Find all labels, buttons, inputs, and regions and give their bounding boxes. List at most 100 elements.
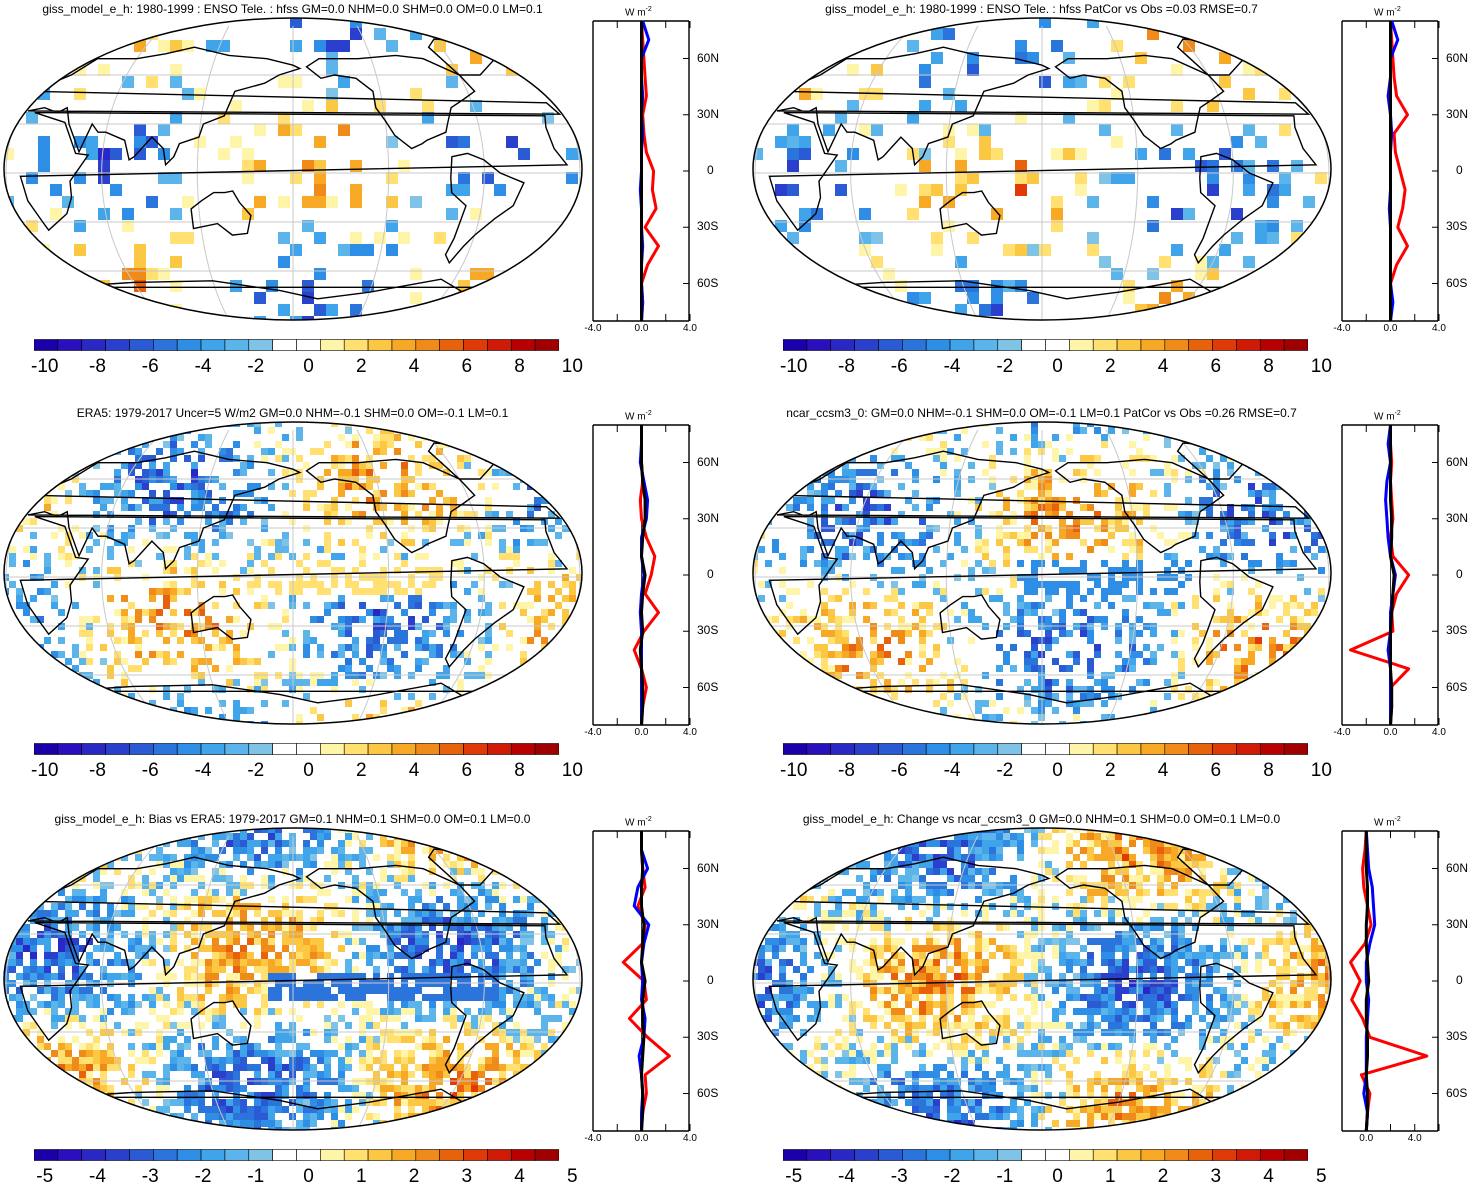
colorbar-label: -2	[996, 356, 1013, 378]
latitude-label: 60S	[1446, 1086, 1467, 1100]
colorbar-label: 8	[1263, 760, 1274, 782]
x-tick-label: 4.0	[683, 727, 697, 738]
x-tick-label: 4.0	[683, 1133, 697, 1144]
colorbar-box	[831, 340, 855, 351]
colorbar-box	[153, 340, 177, 351]
panel-title: ERA5: 1979-2017 Uncer=5 W/m2 GM=0.0 NHM=…	[0, 406, 585, 420]
colorbar-label: 0	[1052, 1166, 1063, 1188]
colorbar-label: -4	[944, 356, 961, 378]
panel-title: giss_model_e_h: 1980-1999 : ENSO Tele. :…	[749, 2, 1334, 16]
colorbar-box	[1046, 340, 1070, 351]
units-label: W m-2	[1374, 816, 1401, 828]
colorbar-box	[201, 744, 225, 755]
colorbar-label: -6	[891, 356, 908, 378]
latitude-label: 60N	[697, 861, 719, 875]
colorbar-label: 1	[1105, 1166, 1116, 1188]
colorbar-label: -4	[89, 1166, 106, 1188]
colorbar-box	[998, 340, 1022, 351]
colorbar-box	[1069, 1150, 1093, 1161]
colorbar-label: -4	[195, 356, 212, 378]
x-tick-label: 0.0	[635, 727, 649, 738]
latitude-label: 0	[1456, 973, 1463, 987]
colorbar-box	[225, 744, 249, 755]
latitude-label: 60N	[1446, 861, 1468, 875]
colorbar-box	[487, 1150, 511, 1161]
colorbar-box	[783, 744, 807, 755]
colorbar-box	[926, 744, 950, 755]
colorbar-box	[177, 340, 201, 351]
colorbar-box	[416, 744, 440, 755]
latitude-label: 30N	[697, 107, 719, 121]
colorbar-label: 8	[514, 760, 525, 782]
colorbar-label: -10	[31, 760, 58, 782]
global-map	[2, 826, 584, 1132]
colorbar-box	[368, 744, 392, 755]
colorbar-box	[511, 340, 535, 351]
colorbar-box	[511, 1150, 535, 1161]
colorbar-label: 5	[1316, 1166, 1327, 1188]
colorbar-box	[58, 340, 82, 351]
colorbar-label: 0	[1052, 356, 1063, 378]
colorbar-label: -10	[31, 356, 58, 378]
colorbar-label: -1	[996, 1166, 1013, 1188]
zonal-line-red	[1351, 425, 1409, 725]
colorbar-label: 2	[1158, 1166, 1169, 1188]
latitude-label: 30S	[697, 219, 718, 233]
colorbar-box	[926, 1150, 950, 1161]
colorbar-box	[34, 1150, 58, 1161]
colorbar-box	[535, 1150, 559, 1161]
colorbar-box	[998, 744, 1022, 755]
colorbar	[783, 743, 1308, 755]
units-label: W m-2	[1374, 6, 1401, 18]
colorbar-box	[392, 744, 416, 755]
colorbar-box	[878, 1150, 902, 1161]
colorbar-label: -6	[142, 760, 159, 782]
latitude-label: 30N	[697, 917, 719, 931]
colorbar-box	[535, 744, 559, 755]
colorbar-label: 0	[303, 1166, 314, 1188]
colorbar-box	[177, 1150, 201, 1161]
colorbar-box	[1213, 1150, 1237, 1161]
latitude-label: 30N	[697, 511, 719, 525]
latitude-label: 0	[707, 973, 714, 987]
colorbar-box	[1117, 1150, 1141, 1161]
colorbar	[34, 339, 559, 351]
colorbar-label: 10	[562, 760, 583, 782]
colorbar-label: 2	[356, 356, 367, 378]
panel-2: giss_model_e_h: 1980-1999 : ENSO Tele. :…	[749, 0, 1483, 380]
colorbar-box	[153, 1150, 177, 1161]
x-tick-label: -4.0	[584, 727, 601, 738]
colorbar-box	[464, 1150, 488, 1161]
colorbar-label: -2	[944, 1166, 961, 1188]
latitude-label: 60S	[697, 276, 718, 290]
colorbar-box	[153, 744, 177, 755]
colorbar-box	[1189, 744, 1213, 755]
latitude-label: 0	[707, 163, 714, 177]
latitude-label: 30S	[1446, 623, 1467, 637]
colorbar-label: 4	[514, 1166, 525, 1188]
zonal-mean-plot	[1341, 424, 1440, 736]
colorbar-box	[177, 744, 201, 755]
panel-title: giss_model_e_h: 1980-1999 : ENSO Tele. :…	[0, 2, 585, 16]
colorbar-label: 2	[409, 1166, 420, 1188]
x-tick-label: 0.0	[1359, 1133, 1373, 1144]
colorbar-label: -10	[780, 356, 807, 378]
zonal-mean-plot	[1341, 20, 1440, 332]
colorbar-box	[855, 340, 879, 351]
colorbar	[34, 743, 559, 755]
colorbar-box	[807, 744, 831, 755]
colorbar-box	[855, 1150, 879, 1161]
colorbar-box	[129, 1150, 153, 1161]
colorbar-box	[1189, 340, 1213, 351]
global-map	[2, 16, 584, 322]
colorbar-box	[950, 340, 974, 351]
colorbar-label: 10	[1311, 760, 1332, 782]
colorbar-box	[320, 340, 344, 351]
colorbar-box	[1213, 744, 1237, 755]
colorbar-box	[1141, 340, 1165, 351]
